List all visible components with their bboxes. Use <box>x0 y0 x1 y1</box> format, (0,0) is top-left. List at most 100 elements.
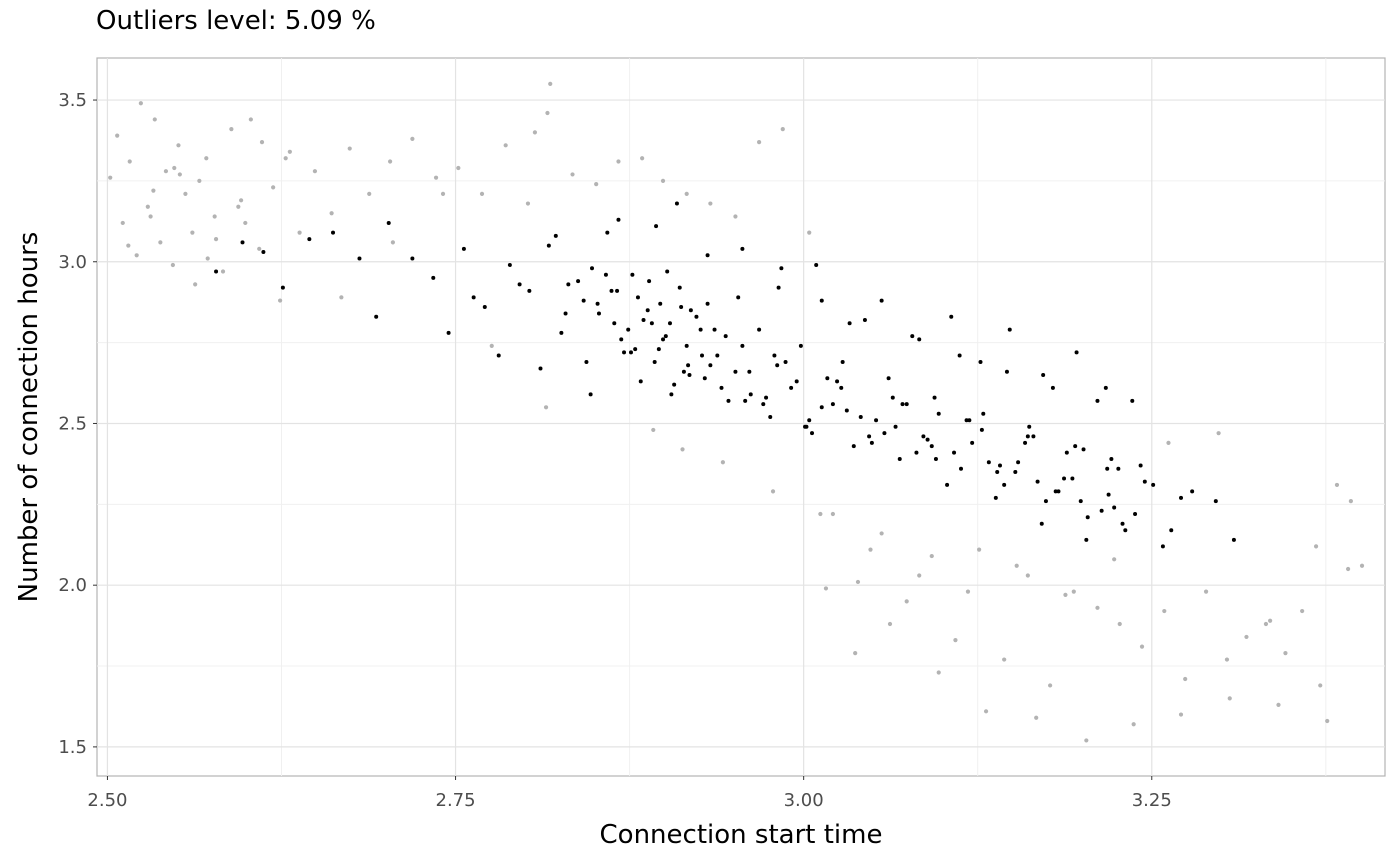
inlier-point <box>1013 469 1018 474</box>
inlier-point <box>810 431 815 436</box>
outlier-point <box>229 127 234 132</box>
outlier-point <box>977 547 982 552</box>
outlier-point <box>183 191 188 196</box>
outlier-point <box>297 230 302 235</box>
inlier-point <box>783 360 788 365</box>
outlier-point <box>120 220 125 226</box>
inlier-point <box>647 279 652 284</box>
inlier-point <box>867 434 872 439</box>
outlier-point <box>1139 644 1145 649</box>
inlier-point <box>882 431 887 436</box>
outlier-point <box>278 298 283 303</box>
inlier-point <box>496 353 501 358</box>
inlier-point <box>761 402 766 407</box>
inlier-point <box>775 363 780 368</box>
inlier-point <box>1084 537 1089 542</box>
outlier-point <box>680 447 685 452</box>
outlier-point <box>983 709 989 714</box>
inlier-point <box>1231 537 1236 542</box>
outlier-point <box>193 282 198 287</box>
inlier-point <box>507 262 512 267</box>
minor-gridlines <box>97 58 1385 776</box>
outlier-point <box>1117 621 1122 627</box>
inlier-point <box>1213 499 1218 504</box>
y-tick-label: 2.5 <box>58 413 87 434</box>
inlier-point <box>669 392 674 397</box>
outlier-point <box>545 110 550 116</box>
outlier-point <box>271 185 276 190</box>
outlier-point <box>594 182 599 187</box>
chart-title: Outliers level: 5.09 % <box>96 6 376 36</box>
inlier-point <box>847 321 852 326</box>
inlier-point <box>603 272 608 277</box>
inlier-point <box>768 415 773 419</box>
outlier-point <box>1095 605 1100 610</box>
outlier-point <box>917 573 922 578</box>
inlier-point <box>654 224 659 229</box>
outlier-point <box>177 172 182 177</box>
x-tick-label: 2.75 <box>436 790 476 811</box>
inlier-point <box>798 343 803 348</box>
inlier-point <box>981 411 986 416</box>
y-tick-label: 3.0 <box>58 252 87 273</box>
outlier-point <box>570 172 575 177</box>
inlier-point <box>628 350 633 355</box>
inlier-point <box>970 440 975 445</box>
inlier-point <box>649 321 654 326</box>
inlier-point <box>331 230 336 235</box>
inlier-point <box>748 392 753 397</box>
inlier-point <box>705 301 710 306</box>
outlier-point <box>248 117 253 122</box>
inlier-point <box>546 243 551 248</box>
inlier-point <box>1160 544 1165 549</box>
inlier-point <box>1179 495 1184 500</box>
outlier-point <box>936 670 941 675</box>
inlier-point <box>814 262 819 267</box>
outlier-point <box>818 511 823 517</box>
inlier-point <box>633 347 638 352</box>
outlier-point <box>440 191 446 196</box>
inlier-point <box>1004 369 1009 374</box>
outlier-point <box>1034 715 1039 720</box>
inlier-point <box>967 418 972 423</box>
inlier-point <box>1035 479 1040 484</box>
inlier-point <box>993 495 998 500</box>
outlier-point <box>347 146 352 151</box>
outlier-point <box>236 204 241 209</box>
inlier-point <box>694 314 699 319</box>
inlier-point <box>858 415 863 419</box>
outlier-point <box>1178 712 1184 717</box>
inlier-point <box>684 343 689 348</box>
inlier-point <box>461 246 466 251</box>
inlier-point <box>280 285 285 290</box>
inlier-point <box>925 437 930 442</box>
inlier-point <box>794 379 799 384</box>
outlier-point <box>733 214 738 219</box>
outlier-point <box>1112 557 1117 562</box>
outlier-point <box>176 143 181 148</box>
inlier-point <box>672 382 677 387</box>
inlier-point <box>917 337 922 342</box>
inlier-point <box>656 347 661 352</box>
y-tick-label: 2.0 <box>58 575 87 596</box>
outlier-point <box>879 531 884 536</box>
inlier-point <box>723 334 728 339</box>
outlier-point <box>190 230 195 235</box>
outlier-point <box>684 191 689 196</box>
outlier-point <box>1063 592 1068 597</box>
inlier-point <box>776 285 781 290</box>
y-axis-title: Number of connection hours <box>14 232 44 603</box>
inlier-point <box>1027 424 1032 429</box>
inlier-point <box>663 334 668 339</box>
inlier-point <box>1169 528 1174 533</box>
inlier-point <box>1130 398 1135 403</box>
outlier-point <box>708 201 713 206</box>
outlier-point <box>1131 722 1136 727</box>
inlier-point <box>1133 512 1138 517</box>
outlier-point <box>287 149 292 154</box>
outlier-point <box>163 169 169 174</box>
inlier-point <box>747 369 752 374</box>
inlier-point <box>757 327 762 332</box>
outlier-point <box>283 156 288 161</box>
inlier-point <box>897 457 902 462</box>
